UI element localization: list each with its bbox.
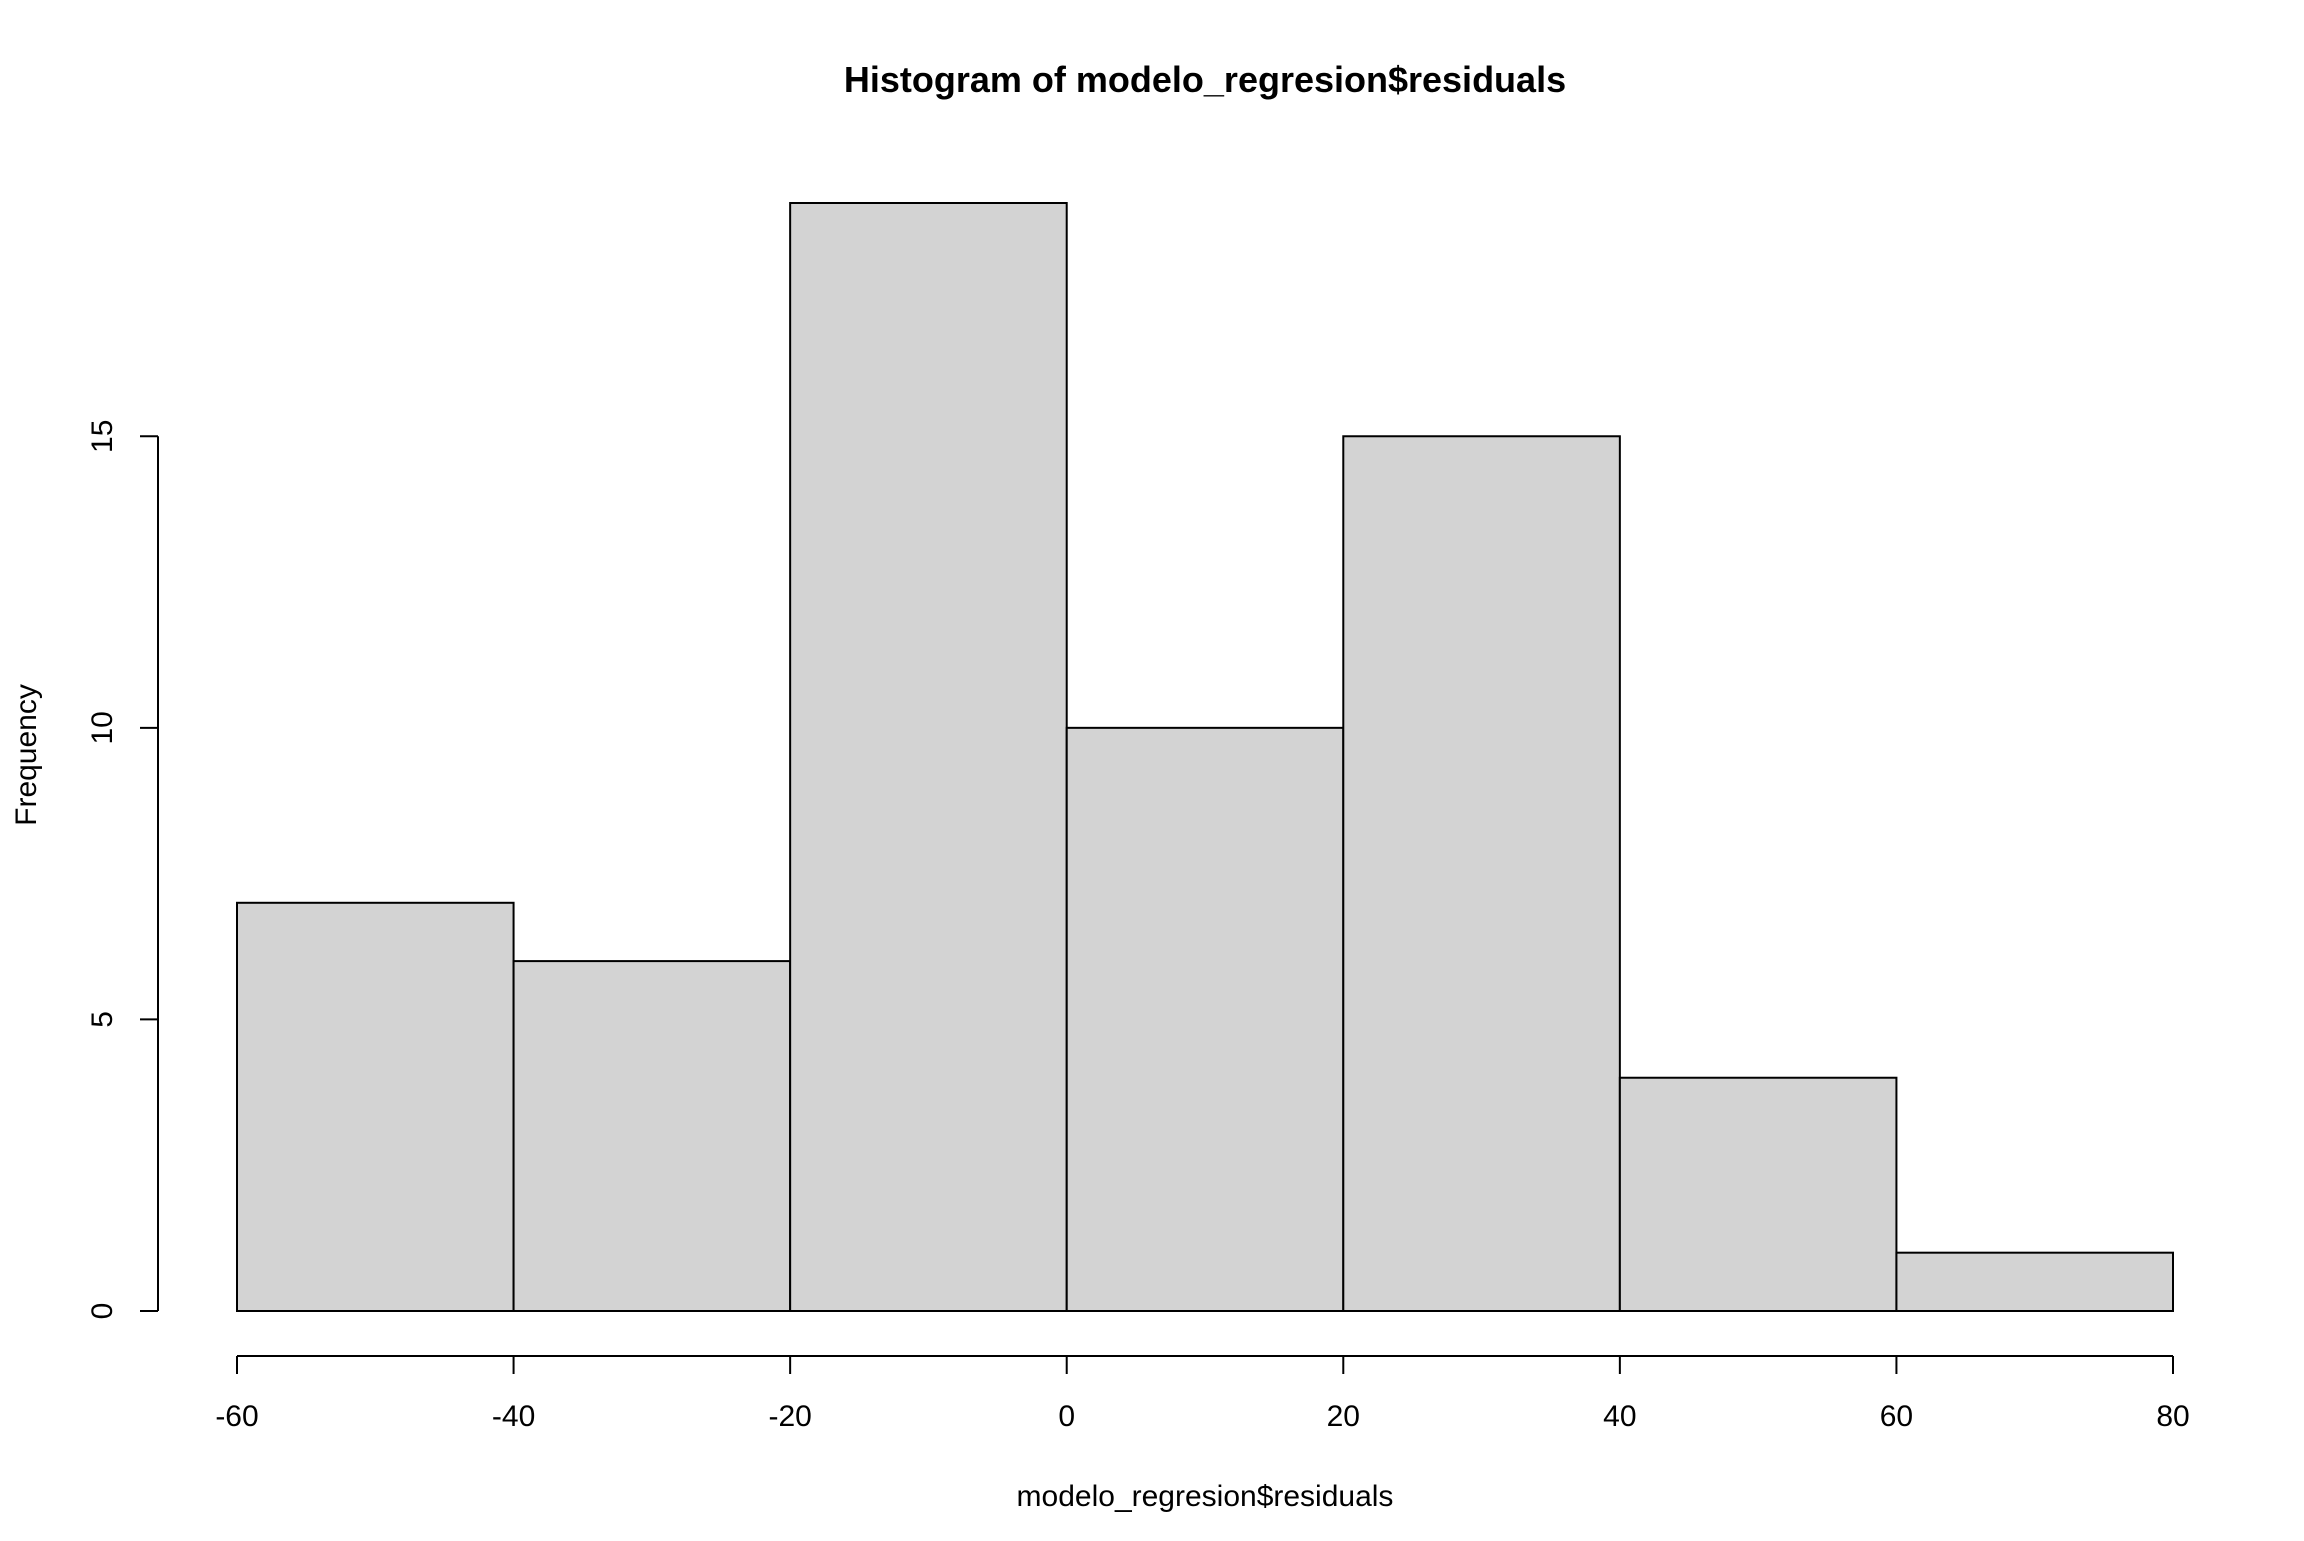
x-tick-label: -20 bbox=[768, 1400, 811, 1433]
y-axis: 0 5 10 15 bbox=[86, 420, 159, 1320]
x-tick-label: 60 bbox=[1880, 1400, 1913, 1433]
y-tick-label: 5 bbox=[86, 1011, 119, 1028]
x-tick-label: 80 bbox=[2156, 1400, 2189, 1433]
x-tick-label: 40 bbox=[1603, 1400, 1636, 1433]
y-tick-label: 0 bbox=[86, 1303, 119, 1320]
y-tick-label: 10 bbox=[86, 711, 119, 744]
x-tick-label: -40 bbox=[492, 1400, 535, 1433]
histogram-bar bbox=[789, 202, 1068, 1312]
y-tick-label: 15 bbox=[86, 420, 119, 453]
histogram-bar bbox=[236, 901, 515, 1313]
chart-title: Histogram of modelo_regresion$residuals bbox=[844, 59, 1566, 100]
x-tick-label: 20 bbox=[1327, 1400, 1360, 1433]
histogram-bar bbox=[1065, 726, 1345, 1312]
y-axis-label: Frequency bbox=[10, 684, 43, 826]
x-axis: -60 -40 -20 0 20 40 60 80 bbox=[215, 1355, 2190, 1433]
bars-group bbox=[236, 202, 2175, 1313]
x-axis-label: modelo_regresion$residuals bbox=[1017, 1480, 1394, 1513]
x-tick-label: -60 bbox=[215, 1400, 258, 1433]
x-tick-label: 0 bbox=[1058, 1400, 1075, 1433]
histogram-bar bbox=[1895, 1251, 2175, 1312]
histogram-bar bbox=[1342, 435, 1621, 1312]
histogram-bar bbox=[1618, 1076, 1898, 1312]
histogram-bar bbox=[512, 960, 792, 1313]
